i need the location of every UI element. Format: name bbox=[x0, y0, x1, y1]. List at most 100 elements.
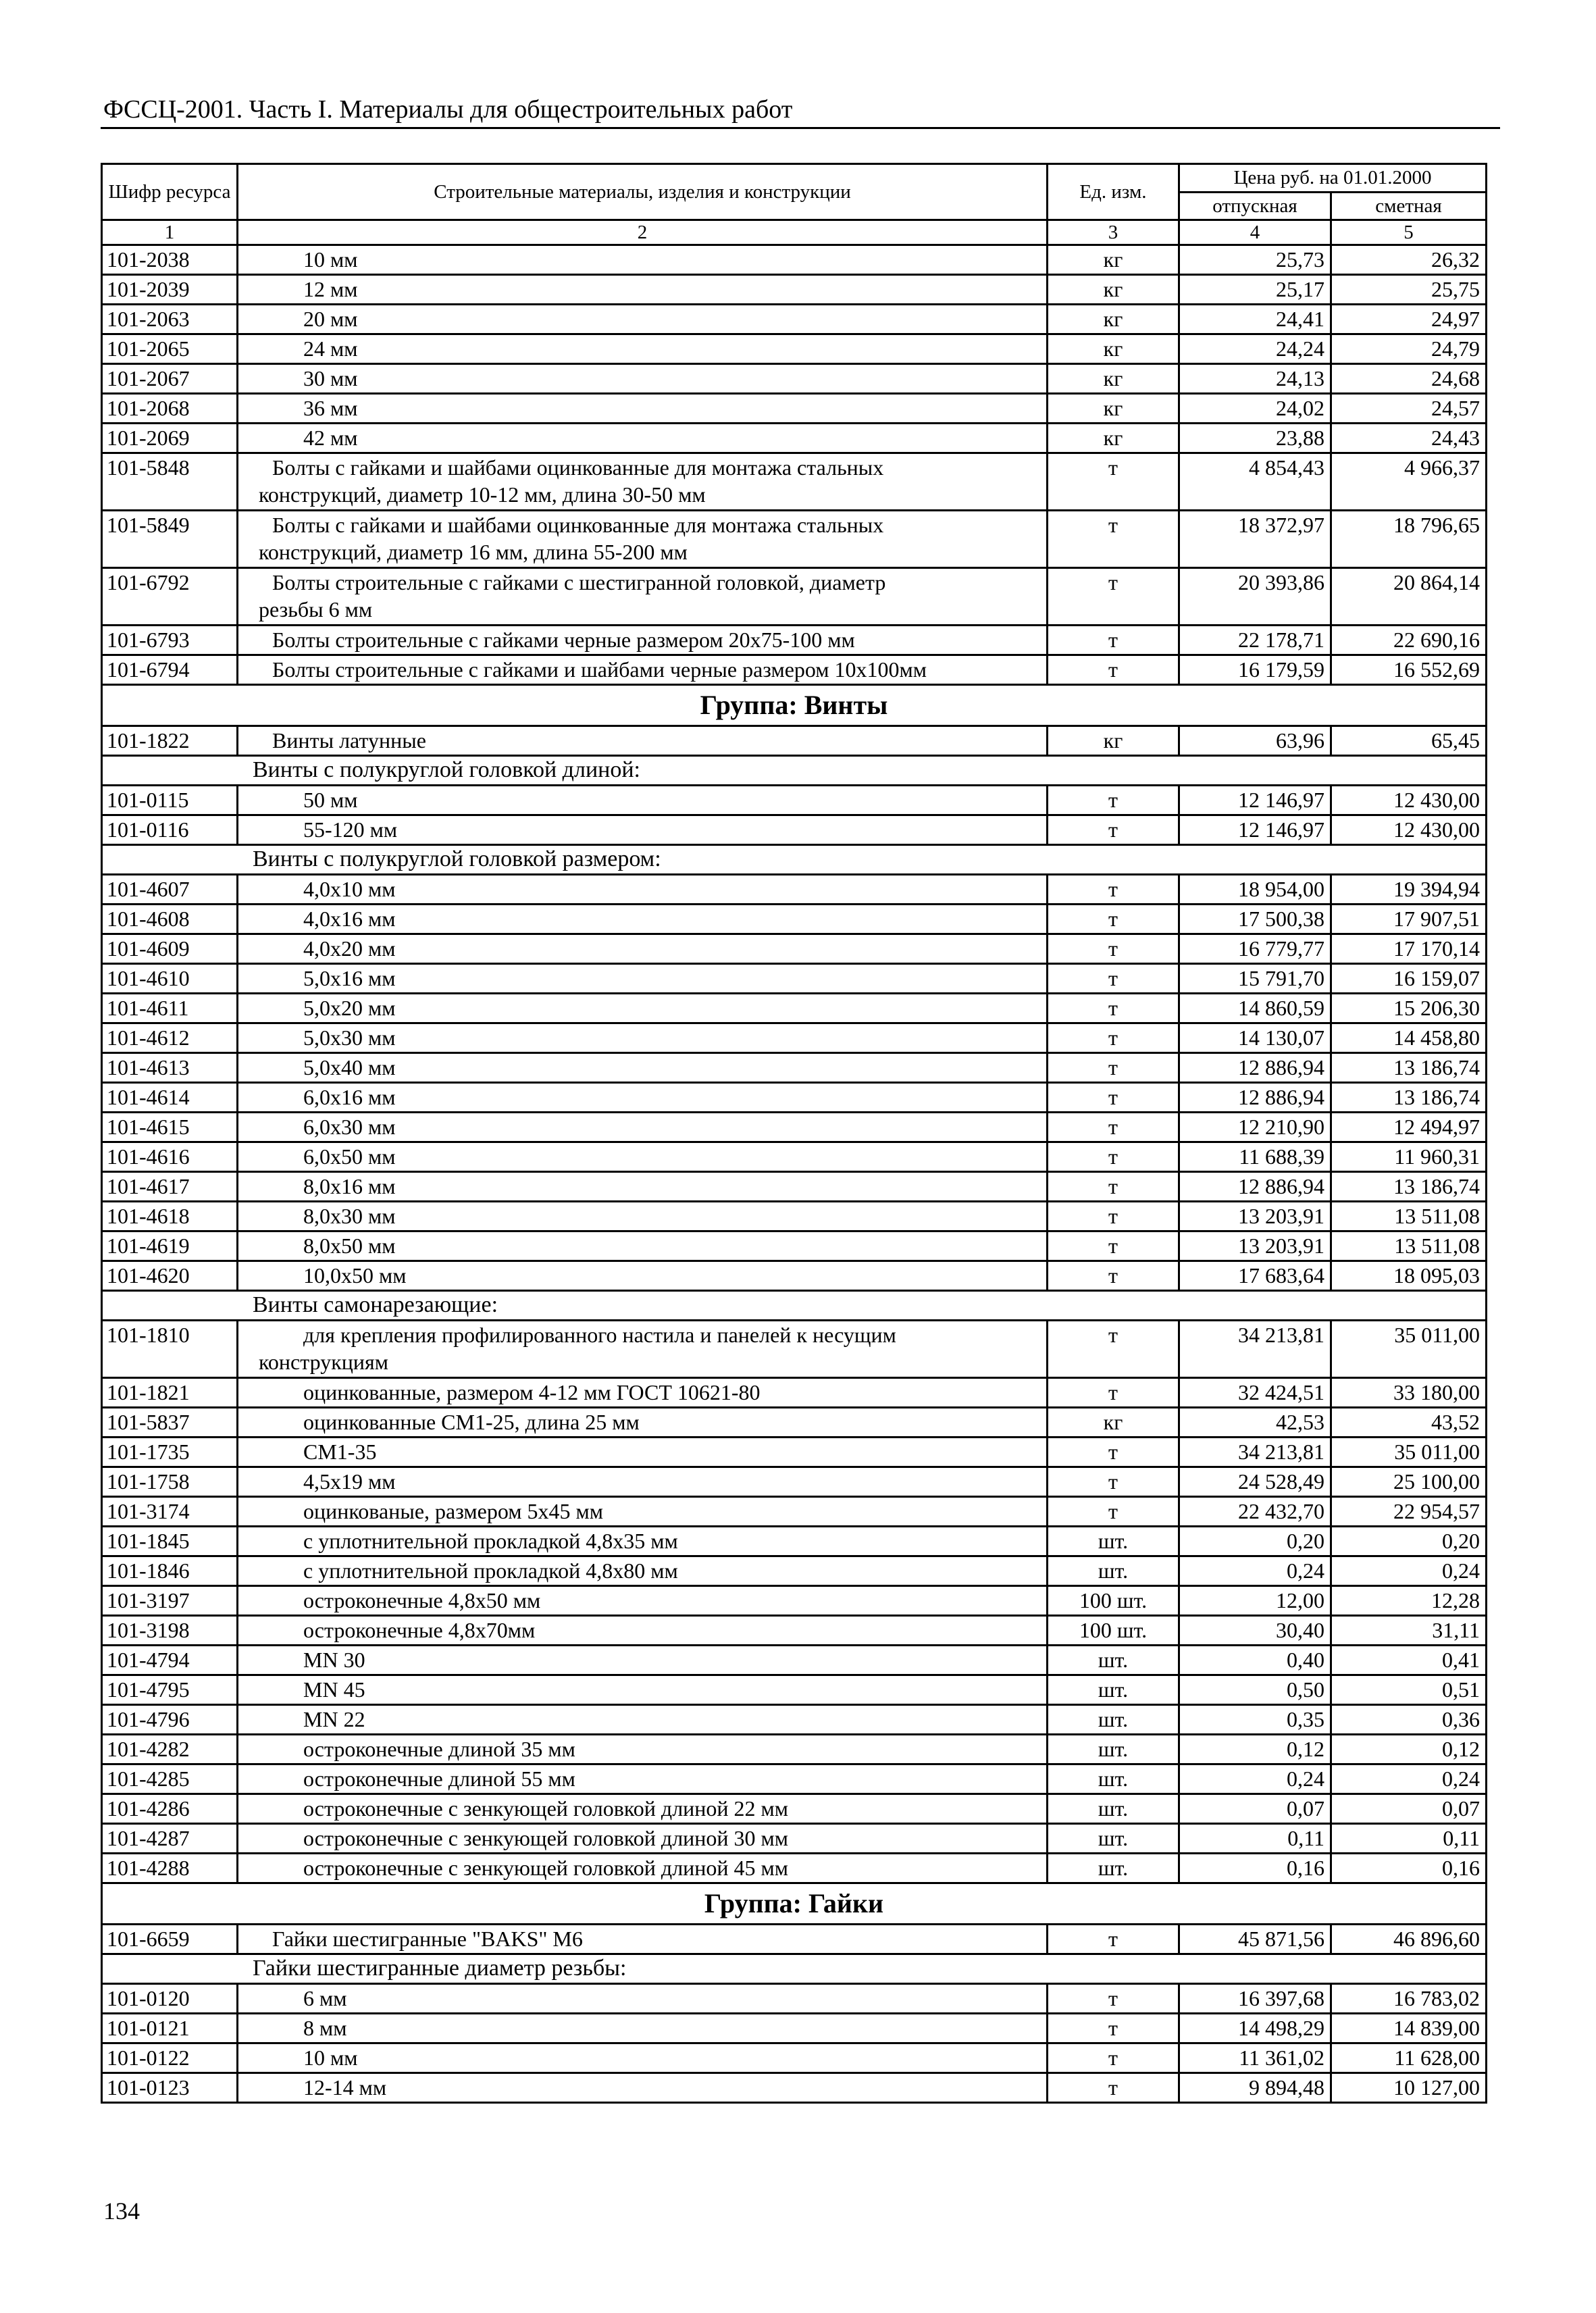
unit: т bbox=[1046, 784, 1180, 816]
resource-code: 101-0120 bbox=[101, 1983, 238, 2014]
material-name: СМ1-35 bbox=[236, 1436, 1048, 1468]
resource-code: 101-4286 bbox=[101, 1793, 238, 1825]
price-estimate: 65,45 bbox=[1330, 725, 1487, 757]
table-row: 101-6792 Болты строительные с гайками с ш… bbox=[101, 567, 1487, 626]
price-release: 25,73 bbox=[1178, 244, 1332, 276]
header-unit: Ед. изм. bbox=[1046, 163, 1180, 221]
price-release: 18 372,97 bbox=[1178, 509, 1332, 569]
price-estimate: 22 690,16 bbox=[1330, 624, 1487, 656]
table-row: 101-2063 20 мм кг 24,41 24,97 bbox=[101, 303, 1487, 335]
subgroup-title: Винты самонарезающие: bbox=[101, 1290, 1487, 1321]
material-name: 50 мм bbox=[236, 784, 1048, 816]
price-estimate: 24,97 bbox=[1330, 303, 1487, 335]
subgroup-title: Винты с полукруглой головкой длиной: bbox=[101, 755, 1487, 786]
unit: т bbox=[1046, 992, 1180, 1024]
material-name: 5,0х40 мм bbox=[236, 1052, 1048, 1084]
price-estimate: 33 180,00 bbox=[1330, 1377, 1487, 1408]
price-estimate: 0,16 bbox=[1330, 1852, 1487, 1884]
unit: т bbox=[1046, 1141, 1180, 1173]
unit: шт. bbox=[1046, 1644, 1180, 1676]
unit: шт. bbox=[1046, 1674, 1180, 1706]
resource-code: 101-0121 bbox=[101, 2012, 238, 2044]
resource-code: 101-1846 bbox=[101, 1555, 238, 1587]
unit: т bbox=[1046, 1260, 1180, 1292]
table-row: 101-4609 4,0х20 мм т 16 779,77 17 170,14 bbox=[101, 933, 1487, 965]
resource-code: 101-6659 bbox=[101, 1923, 238, 1955]
price-release: 12 146,97 bbox=[1178, 814, 1332, 846]
price-release: 34 213,81 bbox=[1178, 1319, 1332, 1379]
table-row: 101-4614 6,0х16 мм т 12 886,94 13 186,74 bbox=[101, 1082, 1487, 1113]
subgroup-header-row: Винты самонарезающие: bbox=[101, 1290, 1487, 1321]
resource-code: 101-4607 bbox=[101, 873, 238, 905]
price-release: 12 146,97 bbox=[1178, 784, 1332, 816]
running-head: ФССЦ-2001. Часть I. Материалы для общест… bbox=[103, 95, 793, 124]
unit: т bbox=[1046, 2012, 1180, 2044]
unit: кг bbox=[1046, 244, 1180, 276]
table-row: 101-0115 50 мм т 12 146,97 12 430,00 bbox=[101, 784, 1487, 816]
header-price-group: Цена руб. на 01.01.2000 bbox=[1178, 163, 1487, 193]
price-release: 22 178,71 bbox=[1178, 624, 1332, 656]
material-name: 5,0х30 мм bbox=[236, 1022, 1048, 1054]
price-estimate: 24,43 bbox=[1330, 422, 1487, 454]
resource-code: 101-5837 bbox=[101, 1406, 238, 1438]
unit: т bbox=[1046, 1436, 1180, 1468]
price-release: 24,13 bbox=[1178, 363, 1332, 395]
price-estimate: 0,36 bbox=[1330, 1704, 1487, 1735]
material-name: 42 мм bbox=[236, 422, 1048, 454]
material-name: Болты с гайками и шайбами оцинкованные д… bbox=[236, 452, 1048, 511]
resource-code: 101-1822 bbox=[101, 725, 238, 757]
unit: т bbox=[1046, 903, 1180, 935]
column-number: 4 bbox=[1178, 219, 1332, 246]
unit: шт. bbox=[1046, 1793, 1180, 1825]
price-release: 14 130,07 bbox=[1178, 1022, 1332, 1054]
material-name: 8 мм bbox=[236, 2012, 1048, 2044]
table-row: 101-0116 55-120 мм т 12 146,97 12 430,00 bbox=[101, 814, 1487, 846]
unit: кг bbox=[1046, 363, 1180, 395]
table-row: 101-1845 с уплотнительной прокладкой 4,8х… bbox=[101, 1525, 1487, 1557]
unit: кг bbox=[1046, 333, 1180, 365]
price-estimate: 17 170,14 bbox=[1330, 933, 1487, 965]
price-estimate: 16 783,02 bbox=[1330, 1983, 1487, 2014]
material-name: с уплотнительной прокладкой 4,8х35 мм bbox=[236, 1525, 1048, 1557]
price-estimate: 18 095,03 bbox=[1330, 1260, 1487, 1292]
material-name: остроконечные с зенкующей головкой длино… bbox=[236, 1852, 1048, 1884]
price-release: 14 860,59 bbox=[1178, 992, 1332, 1024]
table-row: 101-4619 8,0х50 мм т 13 203,91 13 511,08 bbox=[101, 1230, 1487, 1262]
unit: т bbox=[1046, 1022, 1180, 1054]
price-release: 24,02 bbox=[1178, 392, 1332, 424]
material-name: Болты строительные с гайками черные разм… bbox=[236, 624, 1048, 656]
unit: т bbox=[1046, 654, 1180, 686]
price-release: 22 432,70 bbox=[1178, 1496, 1332, 1527]
material-name: 12-14 мм bbox=[236, 2072, 1048, 2104]
table-row: 101-4288 остроконечные с зенкующей головк… bbox=[101, 1852, 1487, 1884]
price-estimate: 12 430,00 bbox=[1330, 784, 1487, 816]
column-number: 1 bbox=[101, 219, 238, 246]
resource-code: 101-4610 bbox=[101, 963, 238, 994]
resource-code: 101-2069 bbox=[101, 422, 238, 454]
material-name: 12 мм bbox=[236, 274, 1048, 305]
unit: кг bbox=[1046, 725, 1180, 757]
price-estimate: 0,24 bbox=[1330, 1763, 1487, 1795]
resource-code: 101-4618 bbox=[101, 1200, 238, 1232]
unit: кг bbox=[1046, 422, 1180, 454]
header-price-estimate: сметная bbox=[1330, 190, 1487, 221]
table-row: 101-1822 Винты латунные кг 63,96 65,45 bbox=[101, 725, 1487, 757]
price-release: 25,17 bbox=[1178, 274, 1332, 305]
table-row: 101-4287 остроконечные с зенкующей головк… bbox=[101, 1823, 1487, 1854]
table-row: 101-2067 30 мм кг 24,13 24,68 bbox=[101, 363, 1487, 395]
table-row: 101-4607 4,0х10 мм т 18 954,00 19 394,94 bbox=[101, 873, 1487, 905]
material-name: 8,0х16 мм bbox=[236, 1171, 1048, 1202]
price-release: 30,40 bbox=[1178, 1615, 1332, 1646]
unit: 100 шт. bbox=[1046, 1585, 1180, 1617]
price-release: 63,96 bbox=[1178, 725, 1332, 757]
material-name: 10 мм bbox=[236, 2042, 1048, 2074]
price-release: 12 886,94 bbox=[1178, 1171, 1332, 1202]
resource-code: 101-0115 bbox=[101, 784, 238, 816]
price-release: 0,12 bbox=[1178, 1733, 1332, 1765]
material-name: MN 45 bbox=[236, 1674, 1048, 1706]
price-release: 20 393,86 bbox=[1178, 567, 1332, 626]
table-row: 101-2038 10 мм кг 25,73 26,32 bbox=[101, 244, 1487, 276]
price-release: 12 886,94 bbox=[1178, 1082, 1332, 1113]
price-release: 0,50 bbox=[1178, 1674, 1332, 1706]
resource-code: 101-4795 bbox=[101, 1674, 238, 1706]
